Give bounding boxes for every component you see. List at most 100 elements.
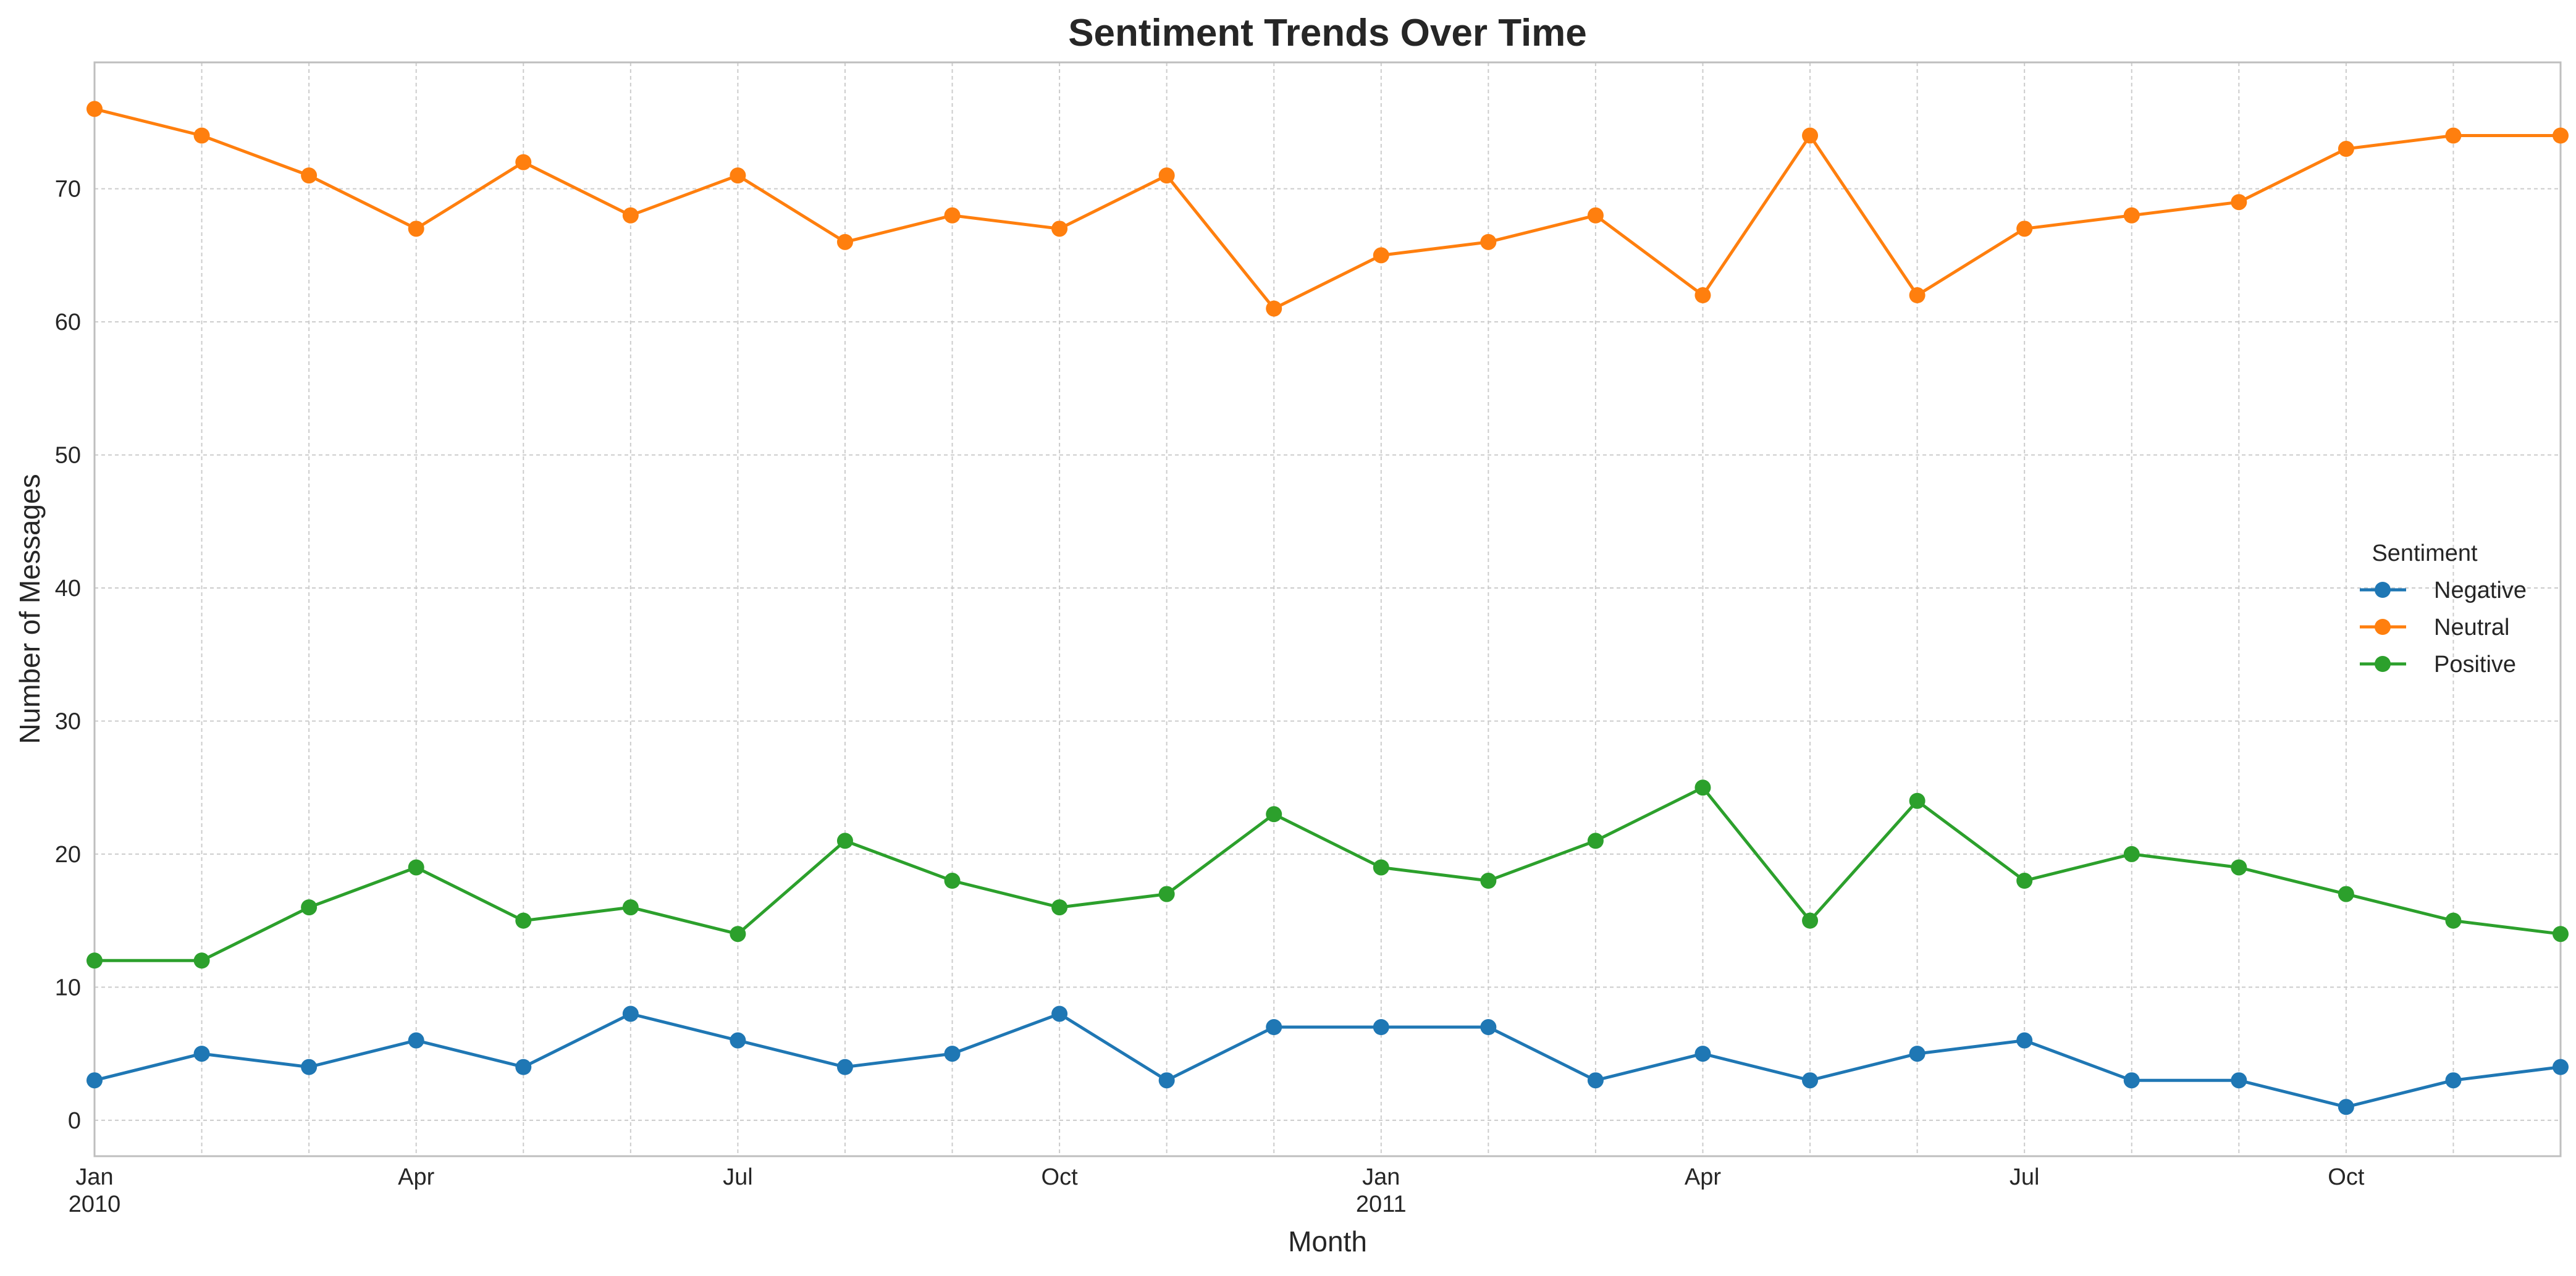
data-point-neutral (1266, 300, 1282, 317)
legend-label-negative: Negative (2434, 577, 2527, 603)
data-point-negative (836, 1059, 853, 1075)
data-point-neutral (193, 127, 210, 144)
data-point-neutral (1373, 247, 1389, 264)
series-negative (86, 1005, 2569, 1115)
y-tick-label: 0 (68, 1108, 81, 1134)
data-point-neutral (944, 207, 961, 224)
data-point-neutral (1802, 127, 1819, 144)
x-tick-label: Oct (1042, 1164, 1079, 1190)
data-point-neutral (1051, 220, 1068, 237)
series-positive (86, 779, 2569, 969)
data-point-negative (2016, 1032, 2033, 1049)
data-point-positive (1373, 859, 1389, 876)
y-tick-label: 10 (55, 975, 81, 1001)
data-point-neutral (730, 167, 746, 184)
data-point-negative (1802, 1072, 1819, 1089)
data-point-positive (2445, 912, 2462, 929)
data-point-negative (1051, 1005, 1068, 1022)
data-point-positive (2553, 926, 2569, 942)
grid (94, 62, 2561, 1156)
data-point-neutral (2016, 220, 2033, 237)
data-point-neutral (2123, 207, 2140, 224)
data-point-negative (1158, 1072, 1175, 1089)
legend-label-positive: Positive (2434, 652, 2516, 678)
data-point-positive (2016, 873, 2033, 889)
data-point-negative (2338, 1099, 2354, 1115)
data-point-negative (1373, 1019, 1389, 1036)
data-point-negative (944, 1046, 961, 1062)
data-point-negative (515, 1059, 532, 1075)
data-point-positive (301, 899, 318, 916)
legend-item-negative: Negative (2360, 577, 2527, 603)
data-point-neutral (408, 220, 424, 237)
data-point-positive (193, 952, 210, 969)
data-point-neutral (2231, 194, 2247, 211)
data-point-neutral (1909, 287, 1926, 304)
data-point-negative (193, 1046, 210, 1062)
data-point-neutral (2445, 127, 2462, 144)
data-point-neutral (1587, 207, 1604, 224)
data-point-positive (730, 926, 746, 942)
legend-marker-negative (2375, 582, 2391, 598)
legend-items: Negative Neutral Positive (2360, 577, 2527, 678)
series-neutral (86, 101, 2569, 317)
data-point-negative (2231, 1072, 2247, 1089)
data-point-positive (944, 873, 961, 889)
data-point-neutral (1158, 167, 1175, 184)
data-point-positive (2338, 886, 2354, 902)
data-point-positive (1587, 833, 1604, 849)
data-point-positive (1158, 886, 1175, 902)
data-point-neutral (622, 207, 639, 224)
legend-title: Sentiment (2372, 540, 2478, 566)
x-tick-label: Jan (1362, 1164, 1400, 1190)
legend-marker-positive (2375, 656, 2391, 672)
data-point-negative (2553, 1059, 2569, 1075)
data-point-negative (408, 1032, 424, 1049)
data-point-negative (622, 1005, 639, 1022)
data-point-positive (408, 859, 424, 876)
x-tick-label: Oct (2328, 1164, 2365, 1190)
data-point-negative (1480, 1019, 1497, 1036)
data-point-positive (1266, 806, 1282, 823)
x-tick-label: Jul (723, 1164, 753, 1190)
series-line-positive (95, 786, 2561, 962)
data-point-positive (2231, 859, 2247, 876)
data-point-neutral (836, 233, 853, 250)
data-point-positive (1051, 899, 1068, 916)
x-tick-year-label: 2010 (69, 1191, 121, 1217)
legend: Sentiment Negative Neutral Positive (2360, 540, 2527, 678)
x-tick-label: Jul (2010, 1164, 2040, 1190)
data-point-positive (622, 899, 639, 916)
x-axis-title: Month (1288, 1225, 1367, 1257)
y-tick-label: 20 (55, 842, 81, 868)
data-point-positive (2123, 846, 2140, 862)
y-tick-label: 40 (55, 576, 81, 602)
series-line-neutral (94, 107, 2561, 311)
data-point-negative (301, 1059, 318, 1075)
data-point-negative (86, 1072, 103, 1089)
plot-frame (93, 61, 2562, 1157)
data-point-negative (2123, 1072, 2140, 1089)
data-point-negative (2445, 1072, 2462, 1089)
data-point-positive (1694, 779, 1711, 796)
y-tick-label: 30 (55, 708, 81, 734)
data-point-positive (1480, 873, 1497, 889)
data-point-neutral (1694, 287, 1711, 304)
legend-label-neutral: Neutral (2434, 615, 2510, 640)
series-layer (86, 101, 2569, 1115)
data-point-negative (1909, 1046, 1926, 1062)
legend-item-positive: Positive (2360, 652, 2516, 678)
data-point-negative (1587, 1072, 1604, 1089)
data-point-positive (515, 912, 532, 929)
data-point-positive (836, 833, 853, 849)
legend-item-neutral: Neutral (2360, 615, 2510, 640)
data-point-neutral (515, 154, 532, 170)
chart-title: Sentiment Trends Over Time (1068, 12, 1587, 54)
data-point-negative (730, 1032, 746, 1049)
data-point-neutral (2338, 141, 2354, 157)
legend-marker-neutral (2375, 619, 2391, 635)
data-point-negative (1694, 1046, 1711, 1062)
